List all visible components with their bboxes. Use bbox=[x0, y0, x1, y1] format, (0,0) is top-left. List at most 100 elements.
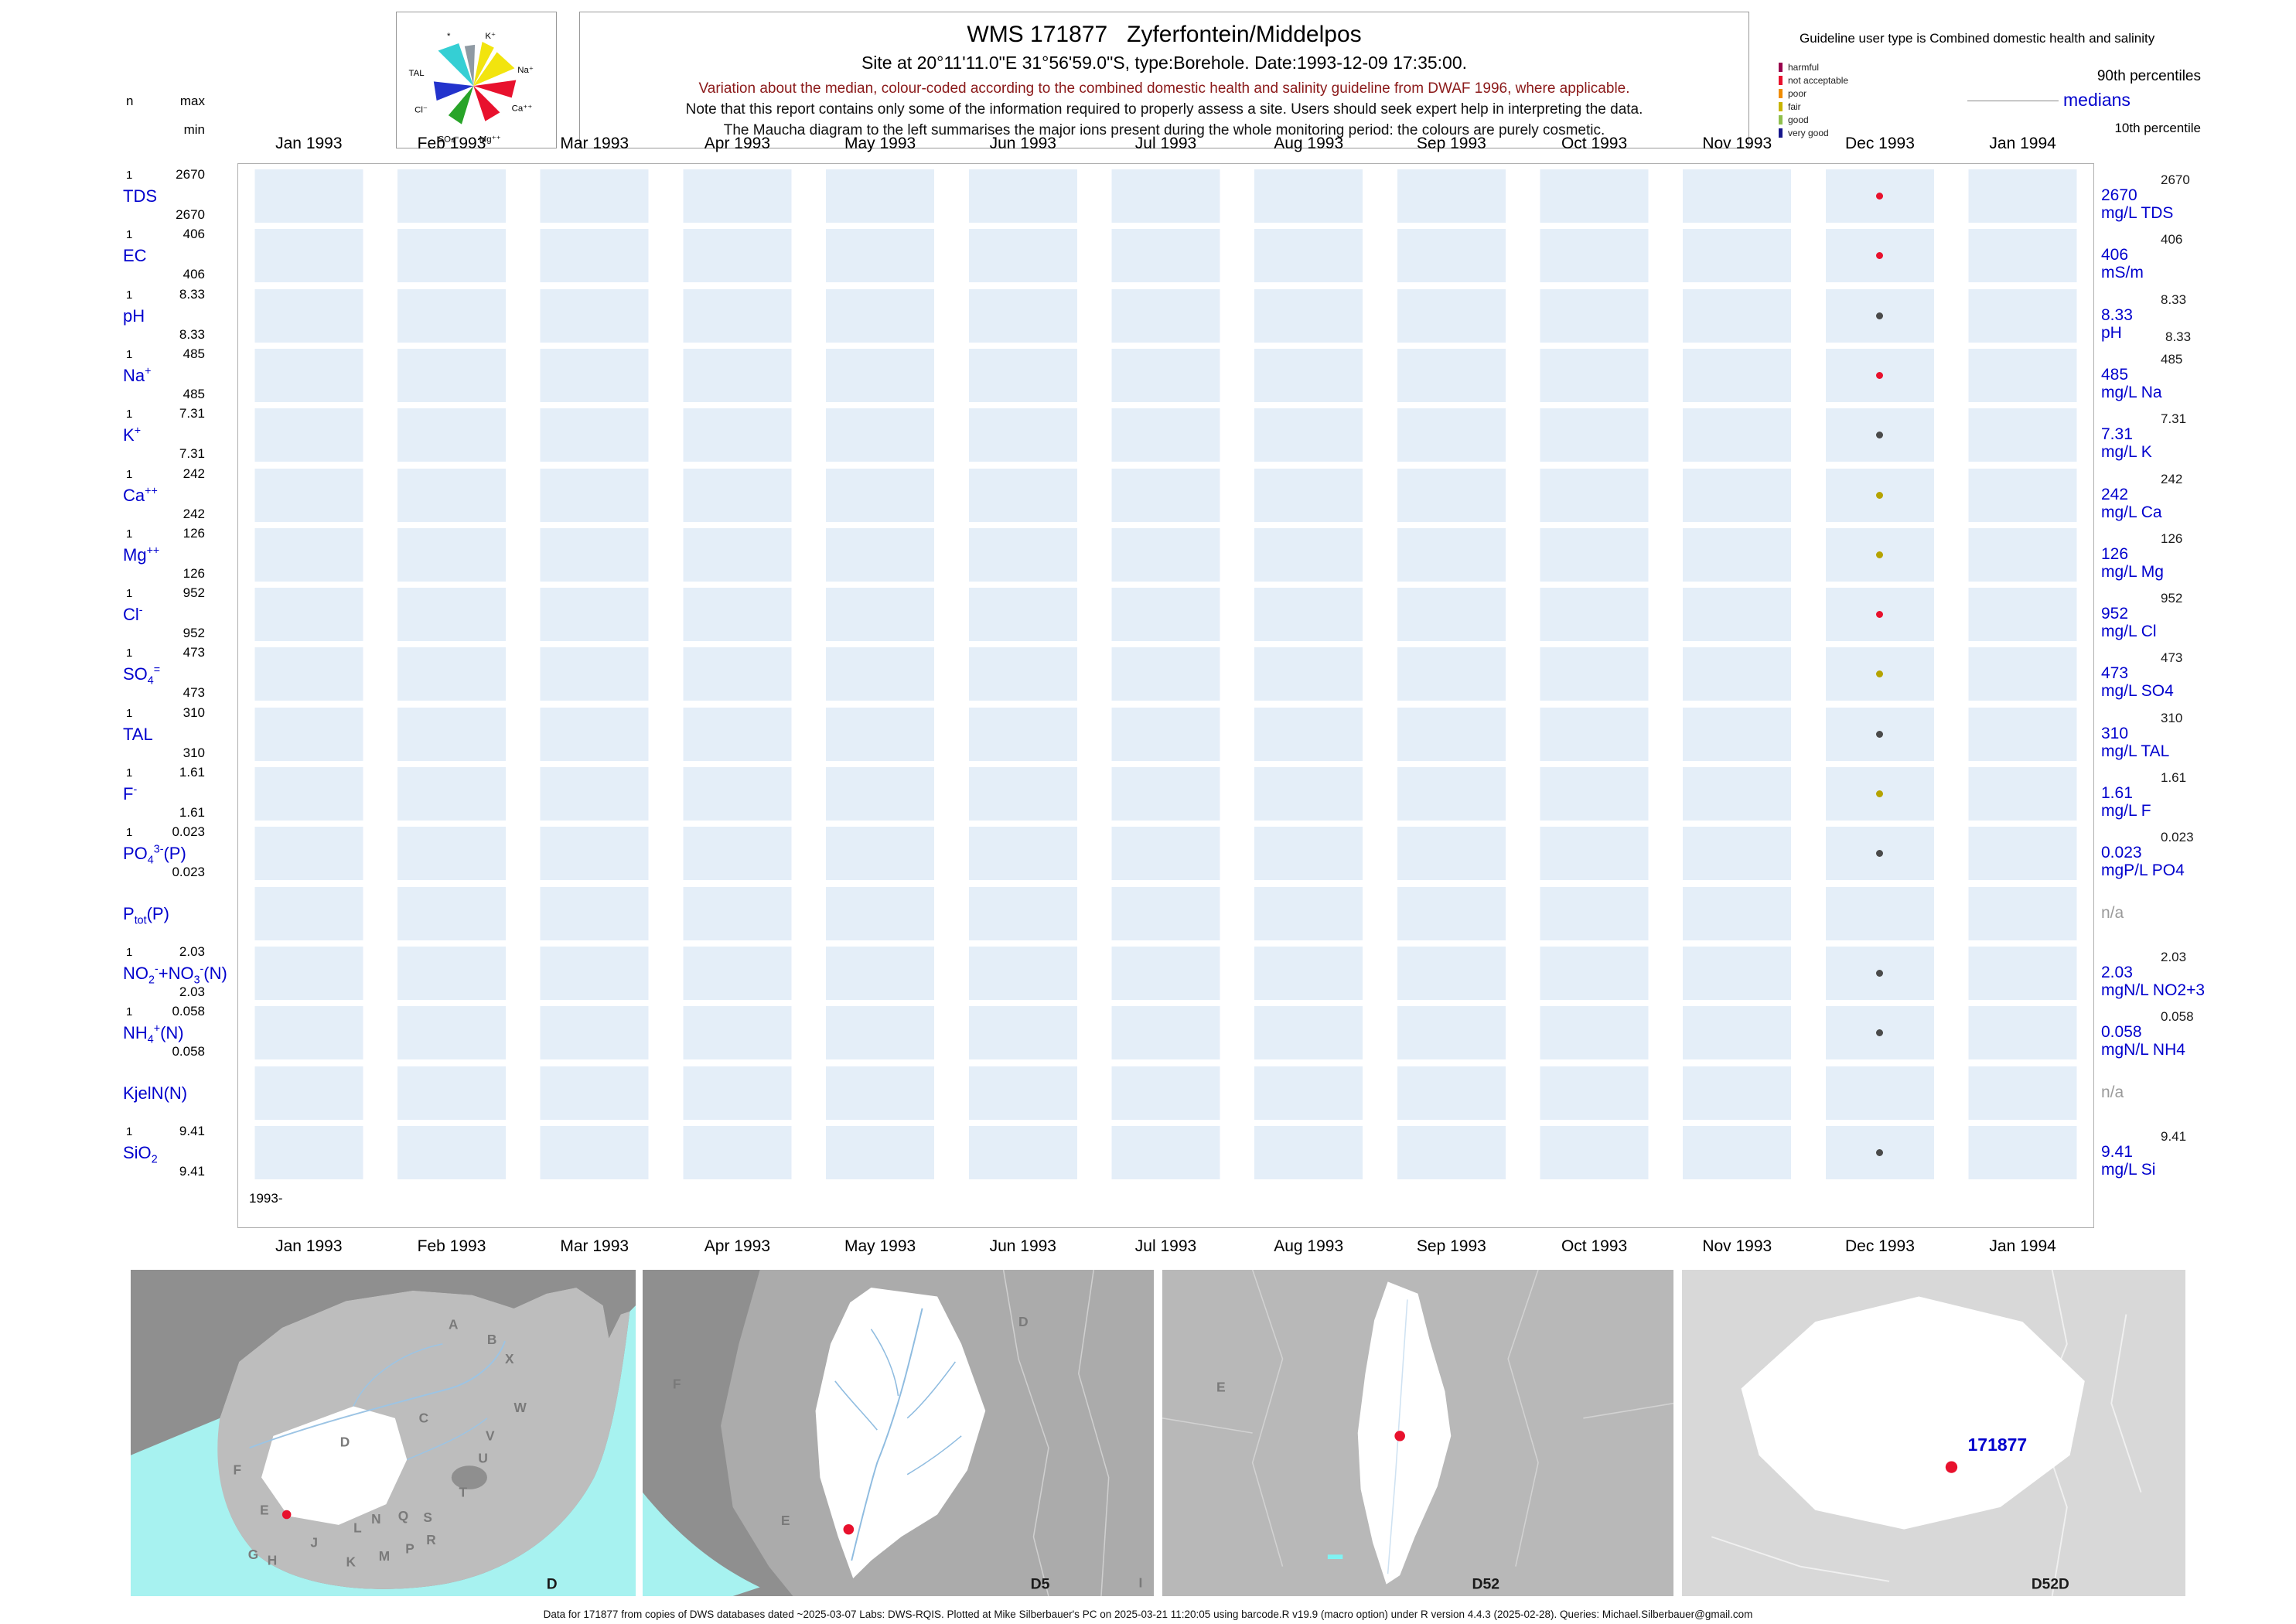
map-region-letter: K bbox=[346, 1554, 356, 1570]
month-tick-label: Nov 1993 bbox=[1702, 135, 1772, 152]
map-region-letter: G bbox=[248, 1547, 258, 1562]
parameter-name: SO4= bbox=[123, 664, 161, 687]
timeline-band bbox=[237, 527, 2094, 582]
maucha-ion-label: Na⁺ bbox=[517, 66, 534, 75]
month-tick-label: Oct 1993 bbox=[1561, 135, 1628, 152]
site-number-label: 171877 bbox=[1968, 1435, 2028, 1455]
site-subtitle: Site at 20°11'11.0"E 31°56'59.0"S, type:… bbox=[861, 53, 1468, 73]
min-value: 2.03 bbox=[179, 984, 205, 999]
min-value: 1.61 bbox=[179, 805, 205, 820]
parameter-name: Na+ bbox=[123, 365, 152, 385]
report-title: WMS 171877 Zyferfontein/Middelpos bbox=[967, 22, 1362, 47]
map-highlight-region bbox=[815, 1288, 986, 1578]
data-point bbox=[1876, 670, 1884, 678]
min-value: 242 bbox=[183, 506, 205, 521]
map-region-letter: D bbox=[340, 1434, 350, 1449]
maucha-ion-label: SO₄⁼ bbox=[438, 135, 459, 144]
month-tick-label: Jul 1993 bbox=[1134, 1237, 1197, 1255]
map-region-letter: F bbox=[234, 1462, 242, 1478]
month-tick-label: Mar 1993 bbox=[560, 1237, 629, 1255]
column-header-max: max bbox=[179, 94, 205, 108]
unit-label: mg/L Na bbox=[2101, 383, 2162, 401]
max-value: 485 bbox=[183, 346, 205, 361]
median-value: 952 bbox=[2101, 605, 2129, 623]
unit-label: mg/L Mg bbox=[2101, 562, 2164, 581]
timeline-band bbox=[237, 946, 2094, 1000]
unit-label: mg/L TAL bbox=[2101, 742, 2170, 760]
month-tick-label: Apr 1993 bbox=[704, 135, 771, 152]
month-tick-label: Jan 1993 bbox=[275, 135, 343, 152]
month-tick-label: Oct 1993 bbox=[1561, 1237, 1628, 1255]
data-point bbox=[1876, 491, 1884, 499]
max-value: 7.31 bbox=[179, 406, 205, 421]
map-highlight-region bbox=[1741, 1296, 2085, 1530]
map-boundaries bbox=[1162, 1270, 1673, 1567]
parameter-row: 1 9.41 SiO2 9.41 9.41 9.41 mg/L Si bbox=[119, 1123, 2243, 1182]
p90-value: 2.03 bbox=[2161, 949, 2187, 964]
median-value: 310 bbox=[2101, 724, 2129, 742]
class-label: harmful bbox=[1788, 61, 1820, 73]
parameter-name: TAL bbox=[123, 724, 153, 744]
maucha-ion-wedges bbox=[433, 42, 517, 125]
month-tick-label: Sep 1993 bbox=[1416, 1237, 1486, 1255]
sample-count: 1 bbox=[126, 527, 133, 541]
parameter-rows: 1 2670 TDS 2670 2670 2670 mg/L TDS 1 406… bbox=[119, 166, 2243, 1187]
map-ocean bbox=[131, 1305, 636, 1596]
parameter-row: 1 126 Mg++ 126 126 126 mg/L Mg bbox=[119, 525, 2243, 585]
unit-label: mg/L SO4 bbox=[2101, 682, 2174, 701]
p10-value: 8.33 bbox=[2165, 329, 2192, 344]
map-ocean bbox=[643, 1492, 760, 1596]
median-value: 242 bbox=[2101, 485, 2129, 503]
data-point bbox=[1876, 969, 1884, 977]
min-value: 9.41 bbox=[179, 1163, 205, 1179]
maucha-ion-label: Cl⁻ bbox=[415, 105, 428, 114]
sample-count: 1 bbox=[126, 706, 133, 720]
maucha-wedge bbox=[473, 42, 494, 87]
median-value: 7.31 bbox=[2101, 425, 2133, 444]
timeline-band bbox=[237, 1066, 2094, 1120]
parameter-row: 1 473 SO4= 473 473 473 mg/L SO4 bbox=[119, 644, 2243, 704]
site-marker bbox=[843, 1523, 855, 1535]
max-value: 242 bbox=[183, 466, 205, 481]
p90-value: 952 bbox=[2161, 591, 2183, 606]
class-label: very good bbox=[1788, 127, 1829, 138]
month-tick-label: Jun 1993 bbox=[989, 1237, 1056, 1255]
parameter-name: KjelN(N) bbox=[123, 1083, 188, 1103]
locator-map-secondary-drainage: E D52 bbox=[1162, 1270, 1673, 1596]
map-region-letter: H bbox=[268, 1553, 277, 1568]
unit-label: pH bbox=[2101, 323, 2122, 342]
class-label: good bbox=[1788, 114, 1809, 125]
parameter-name: K+ bbox=[123, 425, 142, 445]
median-value: 0.058 bbox=[2101, 1023, 2142, 1042]
note-variation: Variation about the median, colour-coded… bbox=[698, 80, 1630, 97]
class-color-swatch bbox=[1779, 101, 1783, 111]
map-region-letter: R bbox=[426, 1532, 436, 1547]
median-value: 9.41 bbox=[2101, 1142, 2133, 1161]
note-maucha: The Maucha diagram to the left summarise… bbox=[723, 122, 1605, 138]
guideline-class-harmful: harmful bbox=[1779, 60, 1957, 73]
p90-value: 9.41 bbox=[2161, 1128, 2187, 1144]
column-header-min: min bbox=[183, 122, 205, 137]
sample-count: 1 bbox=[126, 587, 133, 601]
no-data-label: n/a bbox=[2101, 1083, 2124, 1101]
map-region-letter: S bbox=[423, 1510, 432, 1525]
parameter-name: NO2-+NO3-(N) bbox=[123, 963, 227, 987]
maucha-wedge bbox=[473, 52, 515, 87]
class-color-swatch bbox=[1779, 88, 1783, 98]
map-region-letter: D bbox=[1018, 1314, 1029, 1329]
guideline-class-legend: harmful not acceptable poor fair good very go… bbox=[1779, 60, 1957, 139]
parameter-name: Mg++ bbox=[123, 544, 160, 565]
sample-count: 1 bbox=[126, 1124, 133, 1138]
map-region-letter: F bbox=[673, 1377, 681, 1392]
max-value: 1.61 bbox=[179, 765, 205, 780]
parameter-row: 1 8.33 pH 8.33 8.33 8.33 pH 8.33 bbox=[119, 286, 2243, 346]
parameter-name: F- bbox=[123, 783, 138, 803]
map-region-letter: E bbox=[781, 1513, 790, 1528]
timeline-band bbox=[237, 886, 2094, 940]
max-value: 310 bbox=[183, 705, 205, 720]
maucha-wedge bbox=[438, 43, 474, 87]
p90-value: 406 bbox=[2161, 232, 2183, 247]
month-tick-label: Apr 1993 bbox=[704, 1237, 771, 1255]
min-value: 952 bbox=[183, 626, 205, 641]
parameter-row: 1 406 EC 406 406 406 mS/m bbox=[119, 226, 2243, 285]
